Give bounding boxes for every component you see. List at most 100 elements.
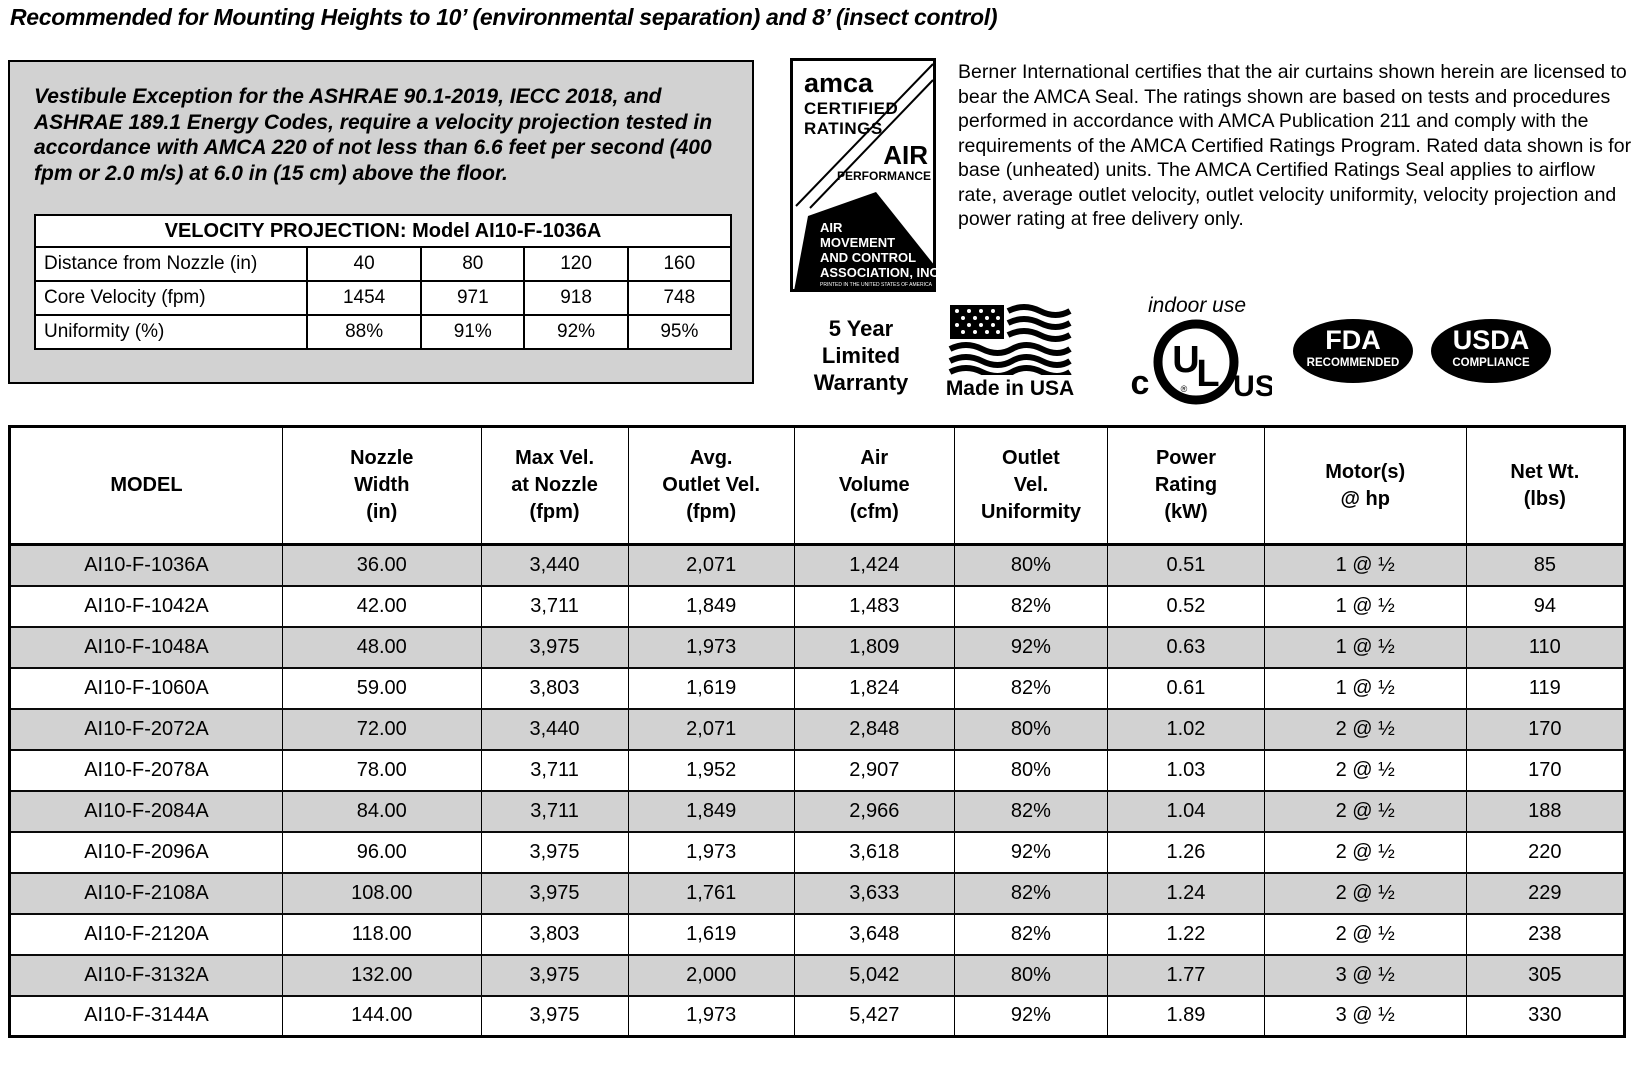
table-cell: AI10-F-2078A xyxy=(8,748,283,791)
svg-text:L: L xyxy=(1196,353,1219,395)
table-cell: 1.02 xyxy=(1107,707,1265,750)
velocity-cell: 92% xyxy=(523,314,629,350)
table-cell: 1,424 xyxy=(793,543,955,586)
spec-column-header: Power Rating (kW) xyxy=(1107,425,1265,546)
spec-column-header: Nozzle Width (in) xyxy=(281,425,482,546)
amca-certified-ratings-seal-icon: amca CERTIFIED RATINGS AIR PERFORMANCE A… xyxy=(790,58,943,297)
velocity-table-title: VELOCITY PROJECTION: Model AI10-F-1036A xyxy=(34,214,732,248)
table-cell: 170 xyxy=(1465,707,1627,750)
svg-text:USDA: USDA xyxy=(1453,325,1530,355)
svg-text:FDA: FDA xyxy=(1325,325,1381,355)
table-cell: 3,648 xyxy=(793,912,955,955)
table-cell: AI10-F-2072A xyxy=(8,707,283,750)
vestibule-exception-box: Vestibule Exception for the ASHRAE 90.1-… xyxy=(8,60,754,384)
table-cell: 2,848 xyxy=(793,707,955,750)
table-cell: 3,975 xyxy=(480,871,629,914)
table-cell: 2,000 xyxy=(627,953,795,996)
table-cell: 330 xyxy=(1465,994,1627,1038)
svg-text:PERFORMANCE: PERFORMANCE xyxy=(837,169,931,183)
table-cell: 188 xyxy=(1465,789,1627,832)
velocity-cell: 95% xyxy=(626,314,733,350)
table-cell: 3,711 xyxy=(480,584,629,627)
table-cell: 82% xyxy=(953,871,1109,914)
velocity-row-label: Core Velocity (fpm) xyxy=(34,280,308,316)
table-cell: 1.77 xyxy=(1107,953,1265,996)
table-cell: 3 @ ½ xyxy=(1263,953,1467,996)
table-cell: 0.51 xyxy=(1107,543,1265,586)
table-cell: 2,966 xyxy=(793,789,955,832)
usda-compliance-badge-icon: USDA COMPLIANCE xyxy=(1430,318,1552,389)
table-cell: 118.00 xyxy=(281,912,482,955)
table-cell: 2 @ ½ xyxy=(1263,707,1467,750)
page-title: Recommended for Mounting Heights to 10’ … xyxy=(10,4,998,30)
fda-recommended-badge-icon: FDA RECOMMENDED xyxy=(1292,318,1414,389)
table-cell: 2 @ ½ xyxy=(1263,912,1467,955)
table-cell: 82% xyxy=(953,666,1109,709)
table-cell: 96.00 xyxy=(281,830,482,873)
svg-text:c: c xyxy=(1131,364,1150,402)
velocity-cell: 80 xyxy=(420,246,526,282)
velocity-cell: 971 xyxy=(420,280,526,316)
velocity-cell: 748 xyxy=(626,280,733,316)
table-cell: 220 xyxy=(1465,830,1627,873)
table-cell: 144.00 xyxy=(281,994,482,1038)
table-cell: 82% xyxy=(953,789,1109,832)
table-cell: 48.00 xyxy=(281,625,482,668)
table-row: AI10-F-2108A 108.00 3,975 1,761 3,633 82% 1.24… xyxy=(8,871,1627,914)
spec-column-header: Outlet Vel. Uniformity xyxy=(953,425,1109,546)
table-cell: 1.24 xyxy=(1107,871,1265,914)
spec-column-header: Air Volume (cfm) xyxy=(793,425,955,546)
table-cell: AI10-F-2108A xyxy=(8,871,283,914)
table-cell: 36.00 xyxy=(281,543,482,586)
table-cell: 2,907 xyxy=(793,748,955,791)
velocity-cell: 40 xyxy=(305,246,423,282)
table-row: AI10-F-2096A 96.00 3,975 1,973 3,618 92% 1.26 2… xyxy=(8,830,1627,873)
table-cell: 42.00 xyxy=(281,584,482,627)
table-cell: 132.00 xyxy=(281,953,482,996)
svg-text:US: US xyxy=(1233,370,1272,403)
table-cell: 3,440 xyxy=(480,543,629,586)
velocity-row-label: Uniformity (%) xyxy=(34,314,308,350)
table-cell: 1,973 xyxy=(627,830,795,873)
svg-text:AIR: AIR xyxy=(820,220,843,235)
table-cell: 94 xyxy=(1465,584,1627,627)
svg-text:AND CONTROL: AND CONTROL xyxy=(820,250,916,265)
table-cell: 1.22 xyxy=(1107,912,1265,955)
svg-text:amca: amca xyxy=(804,68,874,98)
table-cell: AI10-F-1060A xyxy=(8,666,283,709)
amca-certification-text: Berner International certifies that the … xyxy=(958,61,1632,231)
table-cell: 3,633 xyxy=(793,871,955,914)
table-cell: 170 xyxy=(1465,748,1627,791)
table-cell: 1,619 xyxy=(627,912,795,955)
table-cell: 2,071 xyxy=(627,707,795,750)
table-cell: AI10-F-1048A xyxy=(8,625,283,668)
svg-text:U: U xyxy=(1172,339,1199,381)
table-cell: 80% xyxy=(953,748,1109,791)
svg-text:®: ® xyxy=(1181,384,1188,394)
spec-column-header: Max Vel. at Nozzle (fpm) xyxy=(480,425,629,546)
velocity-cell: 1454 xyxy=(305,280,423,316)
spec-table-header-row: MODEL Nozzle Width (in) Max Vel. at Nozzle… xyxy=(8,425,1627,546)
table-cell: 2 @ ½ xyxy=(1263,830,1467,873)
table-cell: 108.00 xyxy=(281,871,482,914)
spec-column-header: MODEL xyxy=(8,425,283,546)
table-cell: 84.00 xyxy=(281,789,482,832)
svg-text:PRINTED IN THE UNITED STATES O: PRINTED IN THE UNITED STATES OF AMERICA xyxy=(820,282,933,288)
table-cell: 229 xyxy=(1465,871,1627,914)
table-cell: 2 @ ½ xyxy=(1263,748,1467,791)
ul-listed-icon: c U L ® US xyxy=(1122,316,1275,413)
table-cell: 1,619 xyxy=(627,666,795,709)
table-row: AI10-F-1048A 48.00 3,975 1,973 1,809 92% 0.63 1… xyxy=(8,625,1627,668)
table-cell: 1,824 xyxy=(793,666,955,709)
table-cell: 119 xyxy=(1465,666,1627,709)
table-cell: 0.63 xyxy=(1107,625,1265,668)
table-cell: 78.00 xyxy=(281,748,482,791)
table-cell: 305 xyxy=(1465,953,1627,996)
table-cell: 82% xyxy=(953,584,1109,627)
table-row: AI10-F-2084A 84.00 3,711 1,849 2,966 82% 1.04 2… xyxy=(8,789,1627,832)
svg-text:RECOMMENDED: RECOMMENDED xyxy=(1307,357,1400,369)
table-row: AI10-F-1042A 42.00 3,711 1,849 1,483 82% 0.52 1… xyxy=(8,584,1627,627)
table-cell: 5,042 xyxy=(793,953,955,996)
table-cell: 80% xyxy=(953,543,1109,586)
made-in-usa-flag-icon xyxy=(948,303,1072,380)
